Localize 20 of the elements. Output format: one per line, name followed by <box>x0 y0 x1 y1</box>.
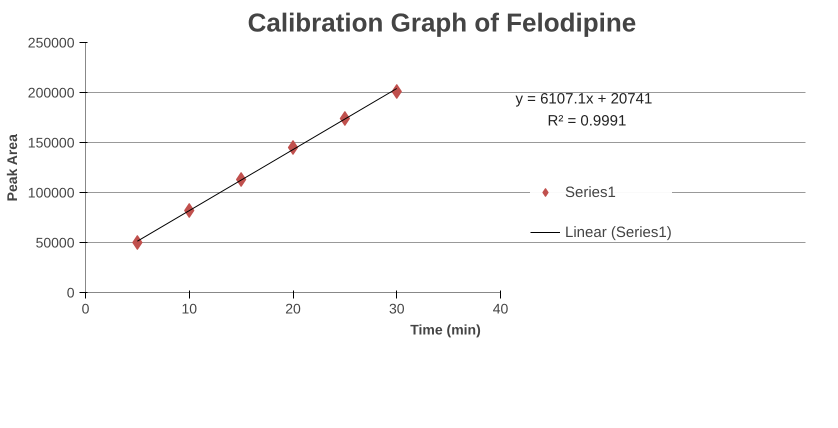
x-tick-label: 0 <box>82 300 90 316</box>
y-tick-label: 250000 <box>28 34 75 50</box>
x-axis-title: Time (min) <box>410 322 481 338</box>
y-tick-label: 0 <box>66 284 75 300</box>
text: R² = 0.9991 <box>548 112 626 130</box>
chart-title: Calibration Graph of Felodipine <box>248 8 636 38</box>
x-tick-label: 10 <box>181 300 198 316</box>
legend-label: Linear (Series1) <box>565 224 672 240</box>
y-tick-label: 50000 <box>36 234 75 250</box>
legend-label: Series1 <box>565 184 616 200</box>
text: y = 6107.1x + 20741 <box>516 90 652 108</box>
y-tick-label: 100000 <box>28 184 75 200</box>
y-tick-label: 150000 <box>28 134 75 150</box>
x-tick-label: 40 <box>492 300 508 316</box>
point <box>392 84 402 99</box>
x-tick-label: 30 <box>388 300 405 316</box>
y-tick-label: 200000 <box>28 84 75 100</box>
point <box>132 235 143 250</box>
x-tick-label: 20 <box>285 300 301 316</box>
y-axis-title: Peak Area <box>4 134 20 202</box>
